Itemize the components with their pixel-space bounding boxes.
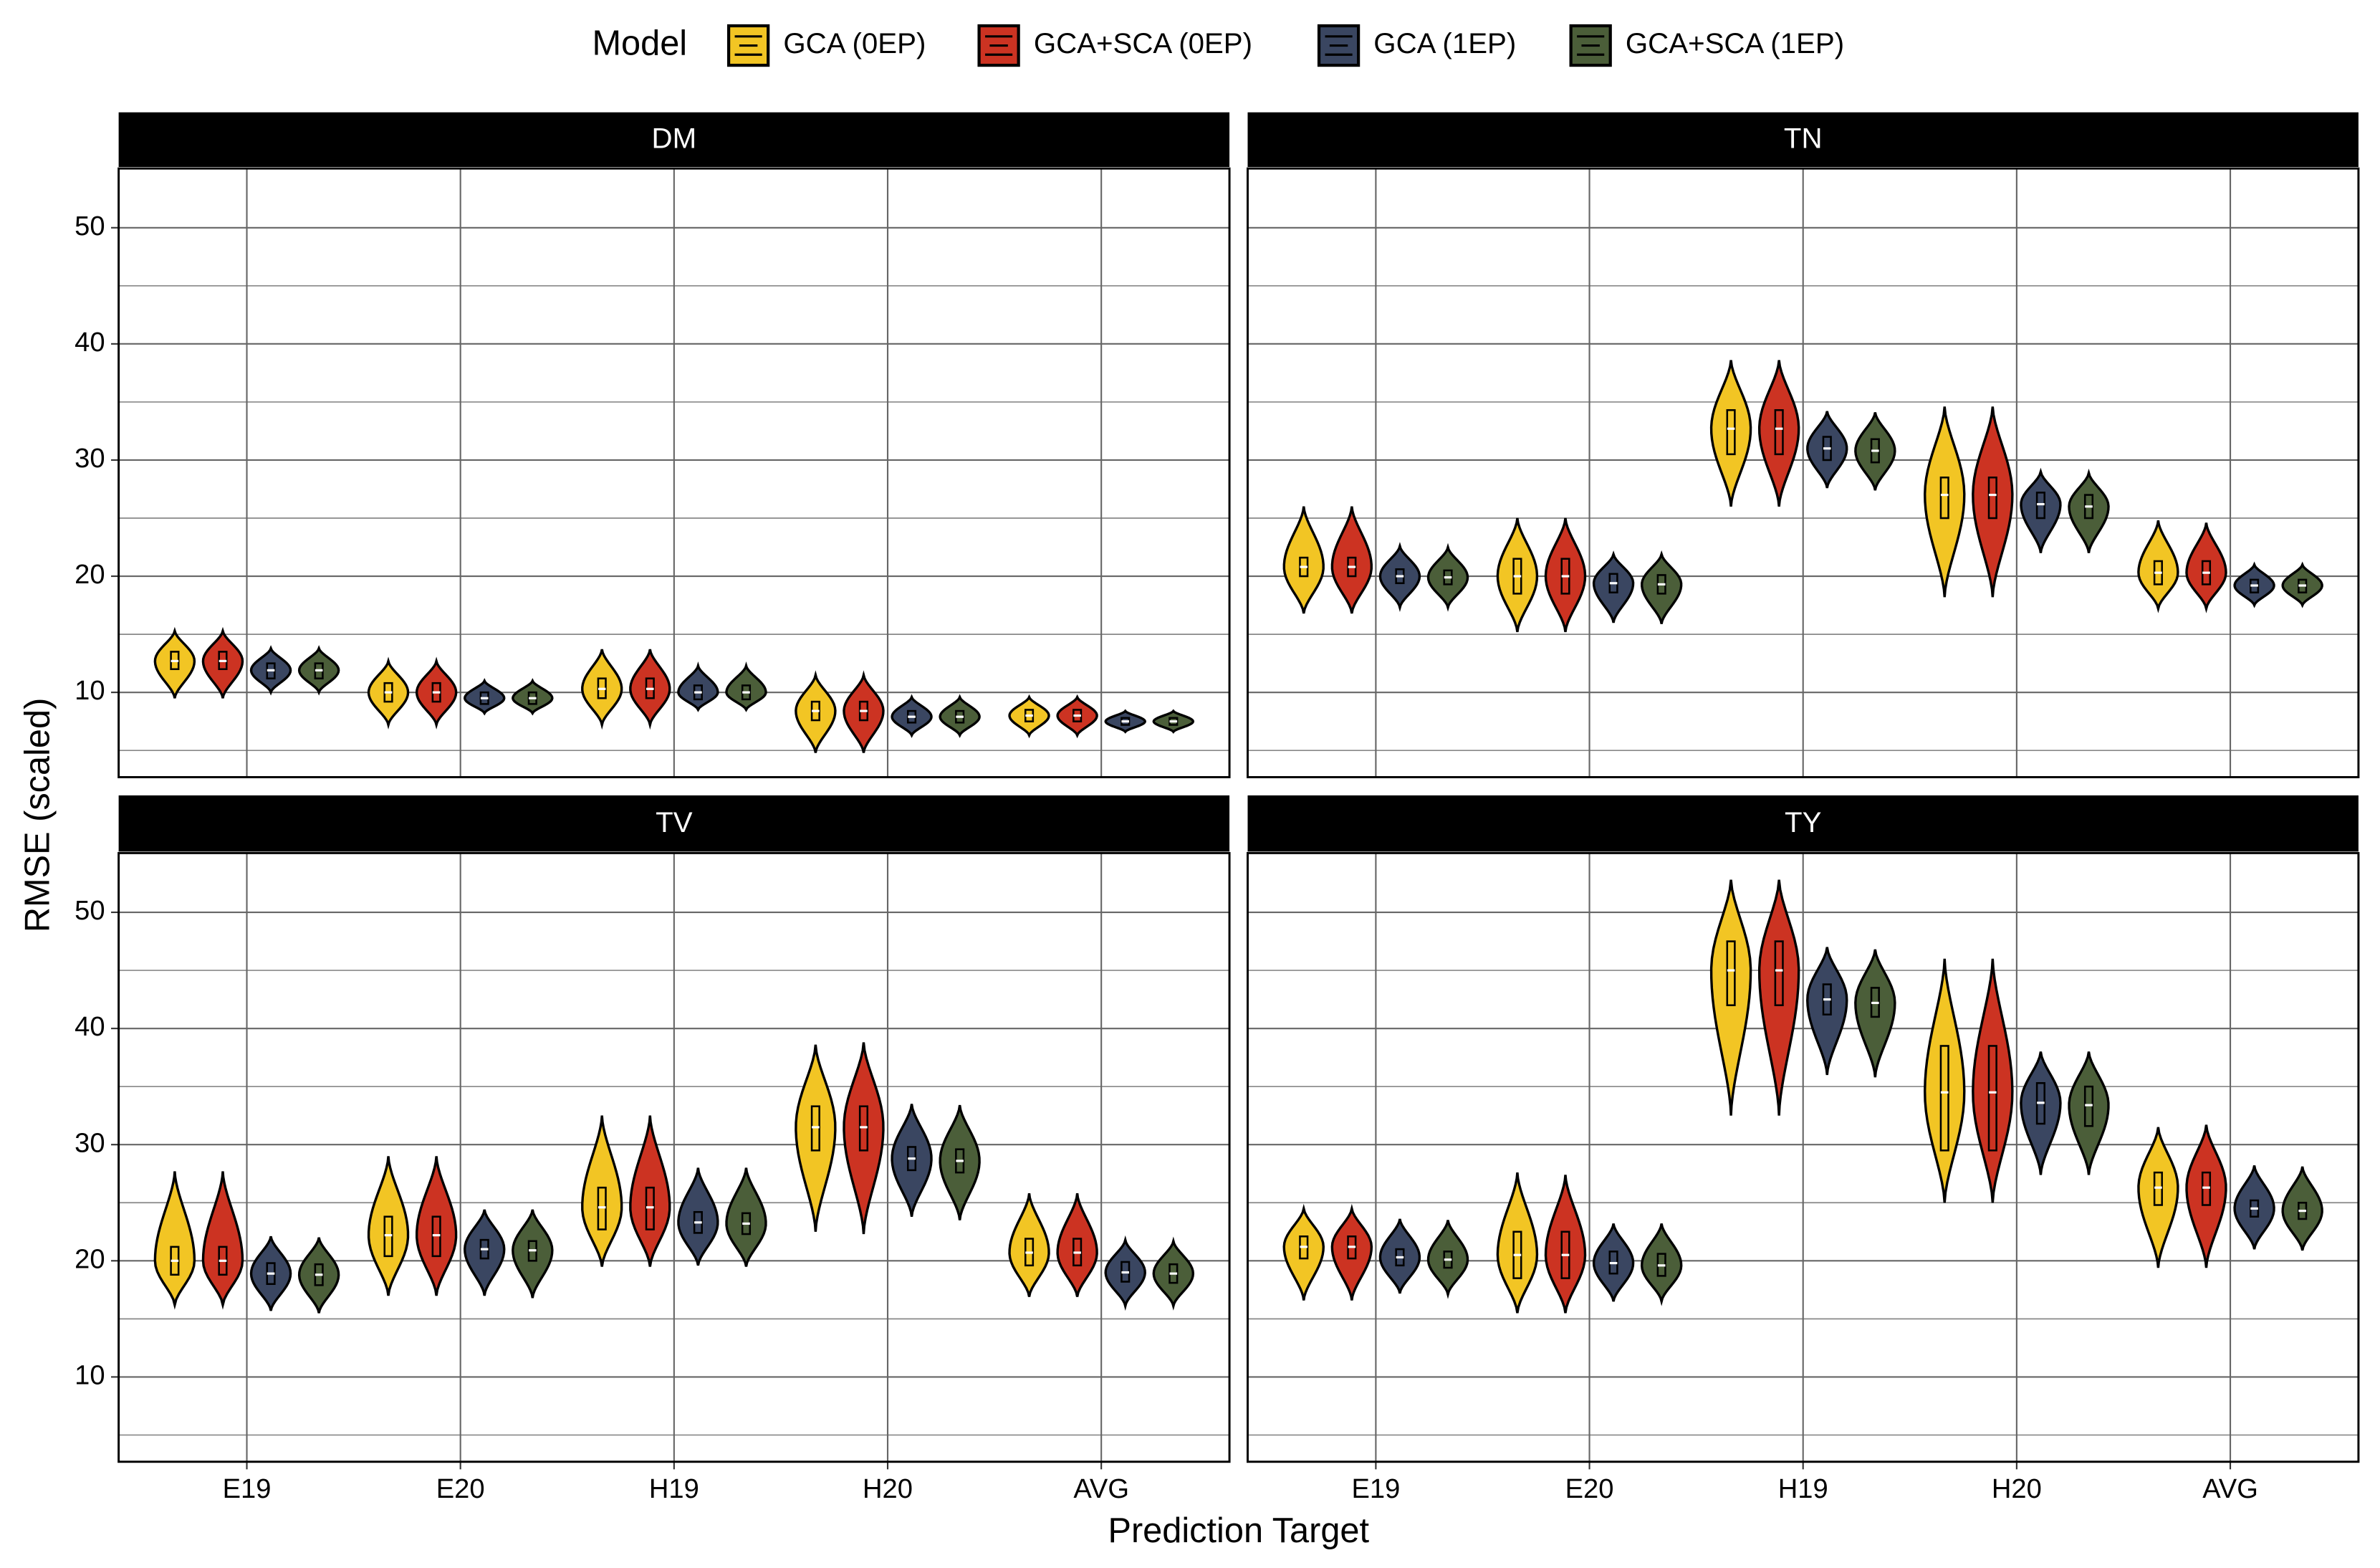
box bbox=[810, 1105, 820, 1152]
box bbox=[2153, 1171, 2163, 1206]
y-tick-label: 20 bbox=[75, 559, 105, 590]
violin-series bbox=[1330, 879, 2227, 1314]
box bbox=[1987, 477, 1997, 520]
violin-series bbox=[297, 1104, 1195, 1314]
violin bbox=[201, 1171, 244, 1310]
box bbox=[1939, 1045, 1949, 1152]
panel-border bbox=[117, 851, 1231, 1463]
strip-label: TV bbox=[656, 806, 693, 838]
y-tick-label: 20 bbox=[75, 1243, 105, 1274]
x-tick-label: E20 bbox=[1565, 1473, 1614, 1504]
violin-series bbox=[1330, 360, 2227, 633]
y-tick-label: 50 bbox=[75, 895, 105, 926]
x-tick-label: AVG bbox=[1073, 1473, 1129, 1504]
panel-border bbox=[1247, 851, 2360, 1463]
x-tick-label: H19 bbox=[1778, 1473, 1828, 1504]
panel-border bbox=[117, 167, 1231, 778]
panel-border bbox=[1247, 167, 2360, 778]
legend-label: GCA (1EP) bbox=[1373, 27, 1516, 59]
x-tick-label: H19 bbox=[649, 1473, 699, 1504]
strip-label: TY bbox=[1785, 806, 1821, 838]
x-tick-label: E19 bbox=[223, 1473, 272, 1504]
y-tick-label: 10 bbox=[75, 675, 105, 706]
box bbox=[431, 1215, 441, 1258]
y-axis-title: RMSE (scaled) bbox=[18, 698, 57, 932]
box bbox=[383, 1215, 393, 1258]
y-tick-label: 40 bbox=[75, 1011, 105, 1042]
violin-series bbox=[201, 1042, 1098, 1310]
legend-key bbox=[726, 24, 770, 67]
box bbox=[1939, 477, 1949, 520]
box bbox=[1726, 940, 1736, 1006]
legend-label: GCA+SCA (0EP) bbox=[1034, 27, 1252, 59]
box bbox=[1774, 408, 1784, 456]
y-tick-label: 30 bbox=[75, 1127, 105, 1158]
strip bbox=[1247, 112, 2359, 167]
x-tick-label: H20 bbox=[1992, 1473, 2042, 1504]
box bbox=[645, 1186, 655, 1230]
violin-series bbox=[1378, 947, 2275, 1302]
box bbox=[858, 1105, 869, 1152]
strip bbox=[118, 795, 1230, 852]
violin-series bbox=[153, 626, 1050, 753]
violin-series bbox=[297, 645, 1195, 738]
legend-label: GCA (0EP) bbox=[783, 27, 926, 59]
violin-series bbox=[1378, 411, 2275, 623]
violin bbox=[153, 1171, 196, 1310]
violin-series bbox=[1282, 879, 2179, 1314]
strip bbox=[118, 112, 1230, 167]
x-tick-label: E20 bbox=[436, 1473, 485, 1504]
x-tick-label: E19 bbox=[1351, 1473, 1400, 1504]
y-tick-label: 30 bbox=[75, 443, 105, 474]
violin-series bbox=[153, 1044, 1050, 1310]
violin-series bbox=[1282, 360, 2179, 633]
y-tick-label: 50 bbox=[75, 211, 105, 242]
y-tick-label: 10 bbox=[75, 1359, 105, 1390]
y-tick-label: 40 bbox=[75, 327, 105, 358]
strip bbox=[1247, 795, 2359, 852]
box bbox=[2083, 1085, 2094, 1127]
legend-label: GCA+SCA (1EP) bbox=[1626, 27, 1844, 59]
box bbox=[2035, 492, 2045, 520]
strip-label: TN bbox=[1784, 123, 1823, 155]
violin-series bbox=[1426, 412, 2323, 624]
violin-series bbox=[249, 1104, 1146, 1311]
x-tick-label: H20 bbox=[863, 1473, 913, 1504]
violin-series bbox=[201, 626, 1098, 753]
x-axis-title: Prediction Target bbox=[1108, 1511, 1369, 1550]
box bbox=[1726, 408, 1736, 456]
box bbox=[1987, 1045, 1997, 1152]
x-tick-label: AVG bbox=[2202, 1473, 2258, 1504]
legend-title: Model bbox=[592, 24, 687, 62]
violin-series bbox=[249, 645, 1147, 738]
violin-series bbox=[1426, 949, 2323, 1306]
box bbox=[597, 1186, 607, 1230]
strip-label: DM bbox=[652, 123, 697, 155]
box bbox=[1774, 940, 1784, 1006]
box bbox=[2201, 1171, 2212, 1206]
